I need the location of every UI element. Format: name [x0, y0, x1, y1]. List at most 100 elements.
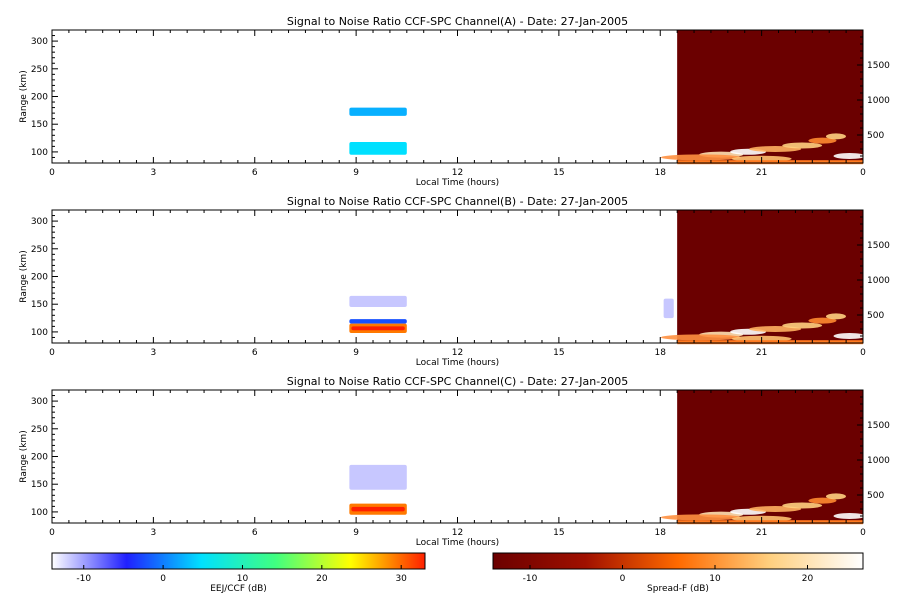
y-tick-label: 150: [31, 120, 48, 130]
y-axis-label: Range (km): [19, 430, 29, 482]
spread-f-echo: [808, 497, 837, 504]
x-tick-label: 15: [553, 348, 564, 358]
x-tick-label: 6: [252, 168, 258, 178]
spread-f-background: [677, 30, 863, 163]
right-y-tick-label: 1500: [867, 61, 890, 71]
panel-title: Signal to Noise Ratio CCF-SPC Channel(C)…: [287, 375, 628, 388]
spread-f-background: [677, 210, 863, 343]
x-tick-label: 21: [756, 348, 767, 358]
y-tick-label: 200: [31, 273, 48, 283]
x-tick-label: 6: [252, 348, 258, 358]
right-y-tick-label: 1500: [867, 421, 890, 431]
y-tick-label: 100: [31, 148, 48, 158]
eej-echo-core: [351, 506, 405, 512]
spread-f-echo: [825, 133, 846, 140]
eej-echo-region: [349, 464, 407, 490]
spread-f-base-layer: [677, 340, 863, 345]
x-tick-label: 3: [151, 528, 157, 538]
spread-f-echo: [782, 142, 823, 149]
x-tick-label: 0: [49, 348, 55, 358]
right-y-tick-label: 500: [867, 491, 884, 501]
spread-f-colorbar: [492, 552, 864, 570]
x-tick-label: 9: [353, 168, 359, 178]
x-tick-label: 12: [452, 528, 463, 538]
y-tick-label: 100: [31, 508, 48, 518]
spread-f-echo: [660, 514, 741, 521]
x-tick-label: 3: [151, 348, 157, 358]
spread-f-background: [677, 390, 863, 523]
eej-echo-core: [351, 326, 405, 331]
x-axis-label: Local Time (hours): [416, 358, 499, 368]
colorbar-tick-label: 20: [316, 574, 328, 584]
x-tick-label: 9: [353, 348, 359, 358]
y-tick-label: 300: [31, 217, 48, 227]
colorbar-tick-label: 0: [160, 574, 166, 584]
x-tick-label: 18: [655, 528, 667, 538]
colorbar-tick-label: -10: [76, 574, 91, 584]
eej-echo-region: [349, 141, 407, 155]
right-y-tick-label: 1500: [867, 241, 890, 251]
x-tick-label: 0: [860, 528, 866, 538]
spread-f-base-layer: [677, 160, 863, 165]
x-tick-label: 12: [452, 348, 463, 358]
x-tick-label: 6: [252, 528, 258, 538]
x-tick-label: 21: [756, 168, 767, 178]
x-tick-label: 15: [553, 528, 564, 538]
eej-colorbar: [51, 552, 426, 570]
spread-f-echo: [825, 493, 846, 500]
right-y-tick-label: 1000: [867, 456, 890, 466]
x-tick-label: 0: [49, 168, 55, 178]
spread-f-base-layer: [677, 520, 863, 525]
y-tick-label: 150: [31, 300, 48, 310]
right-y-tick-label: 500: [867, 131, 884, 141]
y-axis-label: Range (km): [19, 70, 29, 122]
x-tick-label: 18: [655, 348, 667, 358]
spread-f-echo: [833, 153, 866, 159]
right-y-tick-label: 1000: [867, 96, 890, 106]
spread-f-echo: [833, 333, 866, 339]
spread-f-echo: [782, 502, 823, 509]
y-tick-label: 100: [31, 328, 48, 338]
eej-echo-region: [349, 107, 407, 116]
x-tick-label: 0: [49, 528, 55, 538]
x-tick-label: 0: [860, 348, 866, 358]
x-axis-label: Local Time (hours): [416, 178, 499, 188]
spread-f-echo: [660, 154, 741, 161]
colorbar-label: EEJ/CCF (dB): [210, 584, 267, 594]
spread-f-echo: [825, 313, 846, 320]
x-tick-label: 21: [756, 528, 767, 538]
spread-f-echo: [808, 137, 837, 144]
colorbar-tick-label: 20: [802, 574, 814, 584]
colorbar-tick-label: 0: [620, 574, 626, 584]
y-tick-label: 250: [31, 425, 48, 435]
eej-echo-region: [663, 298, 674, 319]
x-tick-label: 0: [860, 168, 866, 178]
colorbar-tick-label: 10: [237, 574, 249, 584]
colorbar-tick-label: 30: [395, 574, 407, 584]
spread-f-echo: [660, 334, 741, 341]
y-tick-label: 200: [31, 93, 48, 103]
colorbar-tick-label: 10: [709, 574, 721, 584]
colorbar-label: Spread-F (dB): [647, 584, 709, 594]
y-axis-label: Range (km): [19, 250, 29, 302]
x-tick-label: 3: [151, 168, 157, 178]
right-y-tick-label: 1000: [867, 276, 890, 286]
colorbar-tick-label: -10: [523, 574, 538, 584]
eej-echo-region: [349, 295, 407, 307]
x-axis-label: Local Time (hours): [416, 538, 499, 548]
y-tick-label: 300: [31, 37, 48, 47]
eej-echo-region: [349, 319, 407, 324]
right-y-tick-label: 500: [867, 311, 884, 321]
y-tick-label: 250: [31, 245, 48, 255]
y-tick-label: 200: [31, 453, 48, 463]
spread-f-echo: [782, 322, 823, 329]
x-tick-label: 15: [553, 168, 564, 178]
x-tick-label: 12: [452, 168, 463, 178]
spread-f-echo: [833, 513, 866, 519]
y-tick-label: 250: [31, 65, 48, 75]
y-tick-label: 150: [31, 480, 48, 490]
spread-f-echo: [808, 317, 837, 324]
panel-title: Signal to Noise Ratio CCF-SPC Channel(B)…: [287, 195, 628, 208]
x-tick-label: 9: [353, 528, 359, 538]
